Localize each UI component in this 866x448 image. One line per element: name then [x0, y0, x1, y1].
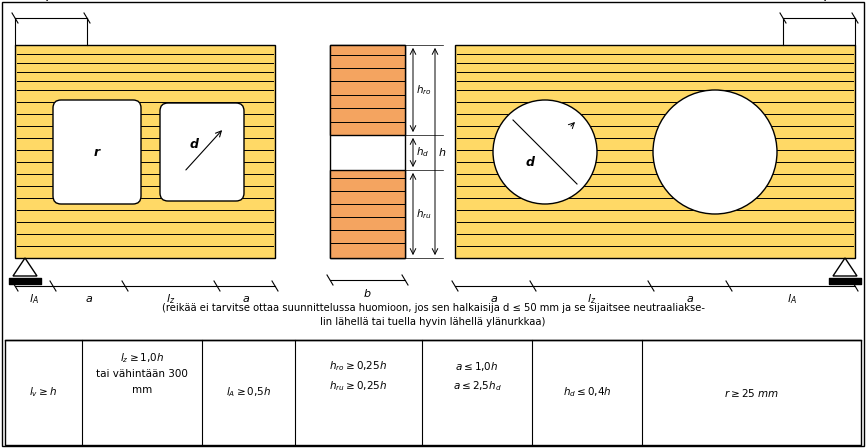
Text: $a$: $a$ [242, 294, 250, 304]
Text: $l_v \geq h$: $l_v \geq h$ [29, 386, 57, 400]
Text: $l_A \geq 0{,}5h$: $l_A \geq 0{,}5h$ [226, 386, 271, 400]
Text: $a \leq 2{,}5h_d$: $a \leq 2{,}5h_d$ [453, 379, 501, 393]
Text: $l_z \geq 1{,}0h$: $l_z \geq 1{,}0h$ [120, 351, 164, 365]
Text: d: d [526, 155, 534, 168]
Text: $l_v$: $l_v$ [41, 0, 51, 4]
Text: lin lähellä tai tuella hyvin lähellä ylänurkkaa): lin lähellä tai tuella hyvin lähellä ylä… [320, 317, 546, 327]
Text: $h_{ro}$: $h_{ro}$ [416, 83, 431, 97]
Text: $h_{ru}$: $h_{ru}$ [416, 207, 432, 221]
Text: d: d [190, 138, 198, 151]
Text: $b$: $b$ [363, 287, 372, 299]
Text: $a$: $a$ [686, 294, 694, 304]
Polygon shape [833, 258, 857, 276]
Polygon shape [13, 258, 37, 276]
Bar [455, 45, 855, 258]
Text: $r \geq 25\ mm$: $r \geq 25\ mm$ [724, 387, 779, 399]
Bar [15, 45, 275, 258]
Text: (reikää ei tarvitse ottaa suunnittelussa huomioon, jos sen halkaisija d ≤ 50 mm : (reikää ei tarvitse ottaa suunnittelussa… [161, 303, 705, 313]
Text: r: r [94, 146, 100, 159]
Bar [330, 170, 405, 258]
Bar [330, 45, 405, 135]
Text: $l_A$: $l_A$ [29, 292, 39, 306]
Text: $l_A$: $l_A$ [787, 292, 797, 306]
Text: $h_d$: $h_d$ [416, 146, 430, 159]
FancyBboxPatch shape [160, 103, 244, 201]
Text: $l_v$: $l_v$ [818, 0, 830, 4]
FancyBboxPatch shape [53, 100, 141, 204]
Text: $h_{ro} \geq 0{,}25h$: $h_{ro} \geq 0{,}25h$ [329, 359, 387, 373]
Text: tai vähintään 300: tai vähintään 300 [96, 369, 188, 379]
Text: $l_z$: $l_z$ [587, 292, 597, 306]
Text: $a$: $a$ [490, 294, 498, 304]
Text: $a$: $a$ [85, 294, 93, 304]
Text: $h_d \leq 0{,}4h$: $h_d \leq 0{,}4h$ [563, 386, 611, 400]
Text: $h_{ru} \geq 0{,}25h$: $h_{ru} \geq 0{,}25h$ [329, 379, 388, 393]
Text: $a \leq 1{,}0h$: $a \leq 1{,}0h$ [456, 359, 499, 372]
Text: $h$: $h$ [438, 146, 446, 158]
Ellipse shape [493, 100, 597, 204]
Ellipse shape [653, 90, 777, 214]
Text: mm: mm [132, 385, 152, 395]
Text: $l_z$: $l_z$ [166, 292, 176, 306]
Bar [5, 340, 861, 445]
Bar [330, 45, 405, 258]
